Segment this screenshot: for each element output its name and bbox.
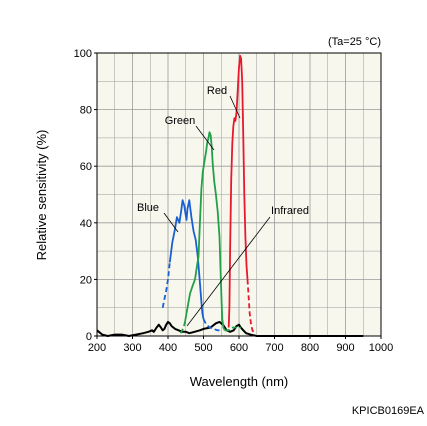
series-green-line [184,131,226,331]
callout-leader-infrared [186,216,271,327]
figure-code: KPICB0169EA [352,405,425,417]
y-tick-label: 100 [74,48,92,60]
callout-layer: Blue Green Red Infrared [137,85,309,327]
x-axis-title: Wavelength (nm) [190,374,289,389]
y-tick-label: 0 [86,331,92,343]
x-tick-label: 800 [301,342,319,354]
x-tick-label: 400 [159,342,177,354]
callout-label-green: Green [165,115,196,127]
x-tick-label: 200 [88,342,106,354]
series-layer [96,54,364,337]
x-tick-label: 600 [230,342,248,354]
callout-leader-green [195,125,215,151]
x-tick-label: 500 [194,342,212,354]
series-red-line [227,54,249,328]
series-red-dashed-segment [246,279,255,334]
callout-label-blue: Blue [137,202,159,214]
y-tick-label: 60 [80,161,92,173]
y-tick-label: 40 [80,218,92,230]
series-blue-line [168,199,205,320]
x-tick-label: 1000 [369,342,393,354]
callout-leader-red [229,95,241,119]
series-blue-dashed-segment [161,262,171,308]
callout-leader-blue [163,212,179,233]
x-tick-label: 700 [265,342,283,354]
condition-note: (Ta=25 °C) [328,36,381,48]
axis-ticks: 200 300 400 500 600 700 800 900 1000 0 20 40 60 80 100 [74,48,394,354]
callout-label-red: Red [207,85,227,97]
x-tick-label: 300 [123,342,141,354]
y-tick-label: 20 [80,274,92,286]
y-axis-title: Relative sensitivity (%) [34,130,49,261]
x-tick-label: 900 [336,342,354,354]
series-green-dashed-segment [179,321,186,334]
callout-label-infrared: Infrared [271,205,309,217]
grid-lines [97,53,381,336]
y-tick-label: 80 [80,105,92,117]
series-green-dashed-segment [224,326,241,332]
series-blue-dashed-segment [202,318,222,332]
